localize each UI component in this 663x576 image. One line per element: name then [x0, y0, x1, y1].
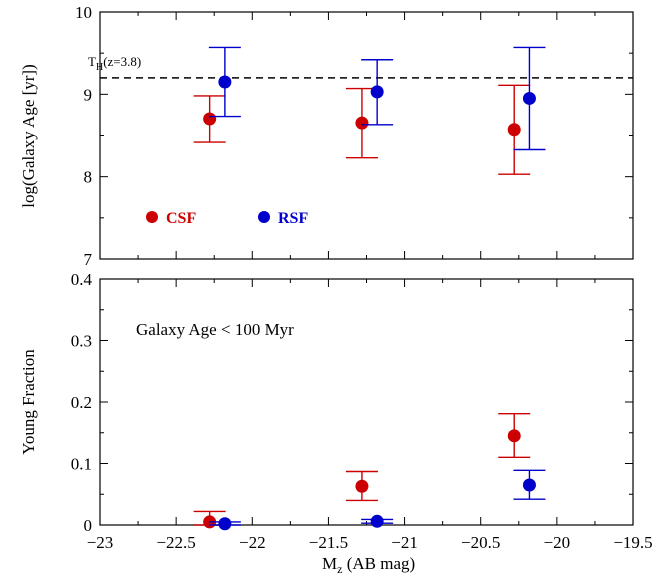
y-tick-label: 9 — [84, 85, 93, 104]
x-tick-label: −21.5 — [309, 533, 348, 552]
data-point-csf — [193, 95, 226, 143]
y-tick-label: 10 — [75, 3, 92, 22]
bottom-data-points — [193, 412, 546, 531]
legend: CSF RSF — [146, 210, 308, 227]
x-tick-label: −22 — [239, 533, 266, 552]
bottom-y-axis-label: Young Fraction — [19, 349, 38, 455]
bottom-annotation: Galaxy Age < 100 Myr — [136, 320, 294, 339]
y-tick-label: 0.2 — [71, 393, 92, 412]
legend-marker-csf — [146, 211, 158, 223]
top-axis-ticks: 7 8 9 10 — [75, 3, 634, 269]
data-point-rsf — [361, 514, 394, 528]
marker-rsf — [370, 514, 384, 528]
top-y-axis-label: log(Galaxy Age [yr]) — [19, 64, 38, 208]
data-point-rsf — [513, 469, 546, 500]
marker-csf — [203, 112, 217, 126]
y-tick-label: 0.1 — [71, 455, 92, 474]
x-tick-label: −21 — [391, 533, 418, 552]
legend-marker-rsf — [258, 211, 270, 223]
data-point-rsf — [513, 46, 546, 151]
x-tick-label: −22.5 — [156, 533, 195, 552]
bottom-panel: −23 −22.5 −22 −21.5 −21 −20.5 −20 −19.5 0 0.1 0.2 0… — [19, 270, 653, 576]
y-tick-label: 0.4 — [71, 270, 93, 289]
data-point-csf — [345, 87, 378, 159]
marker-rsf — [522, 478, 536, 492]
y-tick-label: 0.3 — [71, 332, 92, 351]
x-tick-label: −20 — [544, 533, 571, 552]
marker-rsf — [218, 517, 232, 531]
marker-csf — [507, 123, 521, 137]
x-axis-label: Mz (AB mag) — [322, 554, 415, 576]
data-point-csf — [498, 412, 531, 459]
data-point-rsf — [208, 46, 241, 118]
marker-rsf — [218, 75, 232, 89]
marker-csf — [355, 479, 369, 493]
legend-label-csf: CSF — [166, 210, 196, 227]
reference-line-label: TH(z=3.8) — [88, 54, 141, 73]
top-data-points — [193, 46, 546, 175]
legend-label-rsf: RSF — [278, 210, 308, 227]
data-point-rsf — [208, 517, 241, 531]
data-point-rsf — [361, 59, 394, 126]
marker-csf — [507, 429, 521, 443]
x-tick-label: −19.5 — [613, 533, 652, 552]
marker-csf — [355, 116, 369, 130]
data-point-csf — [345, 470, 378, 502]
y-tick-label: 0 — [84, 516, 93, 535]
bottom-axis-ticks: −23 −22.5 −22 −21.5 −21 −20.5 −20 −19.5 0 0.1 0.2 0… — [71, 270, 653, 552]
y-tick-label: 7 — [84, 250, 93, 269]
data-point-csf — [498, 84, 531, 175]
top-panel: 7 8 9 10 TH(z=3.8) CSF RSF log(Galaxy Age [… — [19, 3, 634, 269]
marker-rsf — [522, 91, 536, 105]
marker-rsf — [370, 85, 384, 99]
x-tick-label: −20.5 — [461, 533, 500, 552]
y-tick-label: 8 — [84, 168, 93, 187]
x-tick-label: −23 — [87, 533, 114, 552]
